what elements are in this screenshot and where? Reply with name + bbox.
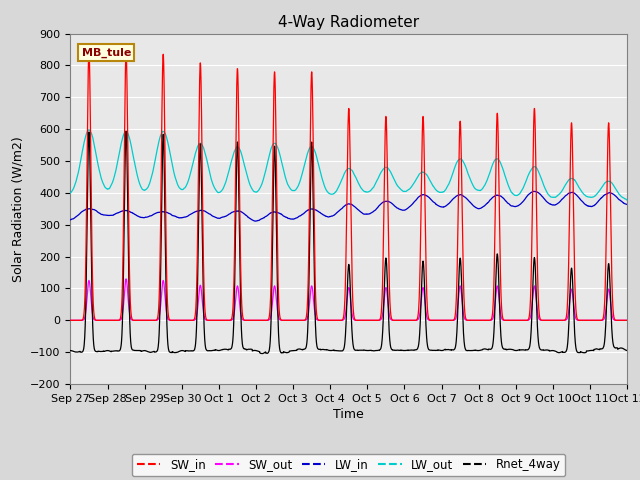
LW_in bbox=[623, 202, 631, 207]
LW_in bbox=[474, 205, 481, 211]
LW_out bbox=[256, 186, 264, 192]
SW_out bbox=[593, 317, 601, 323]
LW_in bbox=[330, 212, 338, 218]
Rnet_4way bbox=[67, 348, 74, 353]
SW_out bbox=[623, 317, 631, 323]
Legend: SW_in, SW_out, LW_in, LW_out, Rnet_4way: SW_in, SW_out, LW_in, LW_out, Rnet_4way bbox=[132, 454, 566, 476]
SW_out bbox=[122, 276, 130, 282]
Line: LW_in: LW_in bbox=[70, 191, 627, 221]
SW_in bbox=[256, 317, 264, 323]
LW_out bbox=[623, 197, 631, 203]
SW_in bbox=[600, 311, 608, 317]
LW_out bbox=[67, 190, 74, 196]
SW_in bbox=[330, 317, 338, 323]
Title: 4-Way Radiometer: 4-Way Radiometer bbox=[278, 15, 419, 30]
SW_out bbox=[67, 317, 74, 323]
LW_out bbox=[623, 197, 631, 203]
LW_in bbox=[256, 217, 264, 223]
LW_out bbox=[474, 187, 481, 193]
LW_in bbox=[67, 217, 74, 223]
LW_out bbox=[330, 191, 338, 196]
SW_in bbox=[67, 317, 74, 323]
LW_in bbox=[490, 194, 497, 200]
Rnet_4way bbox=[258, 351, 266, 357]
Line: SW_in: SW_in bbox=[70, 51, 627, 320]
SW_out bbox=[600, 316, 608, 322]
Rnet_4way bbox=[122, 128, 130, 134]
SW_out bbox=[474, 317, 481, 323]
Y-axis label: Solar Radiation (W/m2): Solar Radiation (W/m2) bbox=[12, 136, 24, 282]
SW_in bbox=[490, 301, 497, 307]
SW_in bbox=[85, 48, 93, 54]
Rnet_4way bbox=[474, 348, 481, 353]
LW_in bbox=[600, 192, 608, 198]
LW_in bbox=[531, 188, 538, 194]
SW_out bbox=[490, 315, 497, 321]
LW_out bbox=[593, 191, 601, 197]
Line: LW_out: LW_out bbox=[70, 130, 627, 200]
SW_in bbox=[593, 317, 601, 323]
LW_in bbox=[593, 200, 601, 205]
Text: MB_tule: MB_tule bbox=[81, 48, 131, 58]
Line: SW_out: SW_out bbox=[70, 279, 627, 320]
Rnet_4way bbox=[330, 348, 338, 353]
Rnet_4way bbox=[256, 349, 264, 355]
SW_in bbox=[474, 317, 481, 323]
Rnet_4way bbox=[593, 346, 601, 352]
Line: Rnet_4way: Rnet_4way bbox=[70, 131, 627, 354]
SW_out bbox=[330, 317, 338, 323]
LW_out bbox=[490, 160, 497, 166]
Rnet_4way bbox=[490, 338, 497, 344]
X-axis label: Time: Time bbox=[333, 408, 364, 421]
SW_in bbox=[623, 317, 631, 323]
LW_in bbox=[252, 218, 259, 224]
SW_out bbox=[256, 317, 264, 323]
LW_out bbox=[600, 181, 608, 187]
Rnet_4way bbox=[623, 348, 631, 353]
Rnet_4way bbox=[600, 343, 608, 348]
LW_out bbox=[85, 127, 93, 132]
